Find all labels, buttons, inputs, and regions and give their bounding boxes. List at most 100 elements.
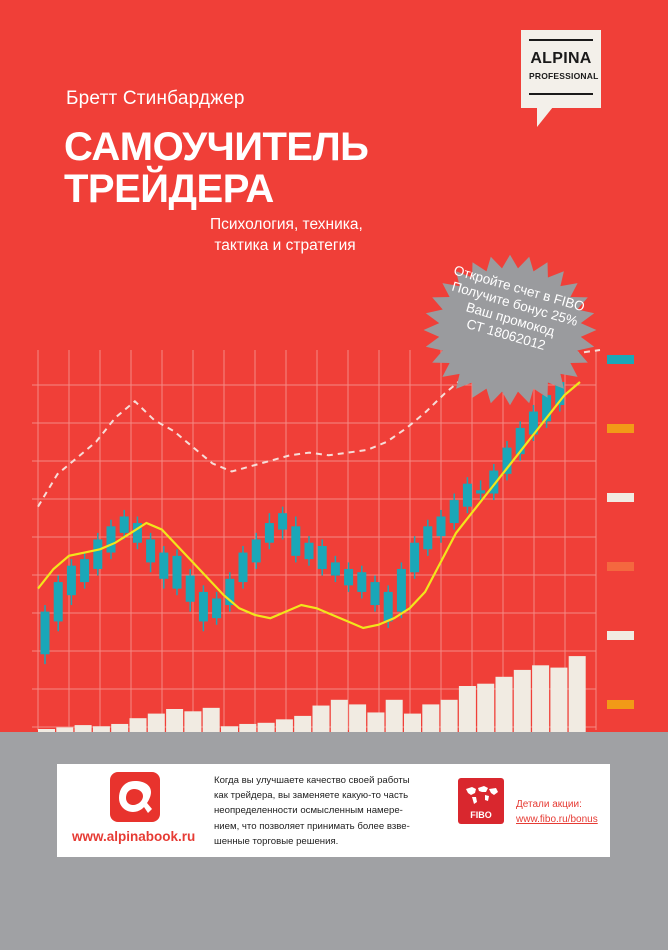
volume-bar bbox=[458, 686, 476, 732]
volume-bar bbox=[184, 711, 202, 732]
book-subtitle-line1: Психология, техника, bbox=[210, 216, 363, 233]
candle-body bbox=[370, 582, 380, 606]
volume-bar bbox=[74, 725, 92, 732]
alpina-app-icon bbox=[110, 772, 160, 822]
volume-bars bbox=[38, 656, 586, 732]
candle-body bbox=[53, 582, 63, 622]
candle-body bbox=[489, 470, 499, 494]
volume-bar bbox=[166, 709, 184, 732]
alpina-logo-sub: PROFESSIONAL bbox=[529, 71, 599, 81]
candle-body bbox=[555, 382, 565, 405]
candle-body bbox=[198, 591, 208, 622]
volume-bar bbox=[404, 713, 421, 732]
stock-chart-illustration bbox=[32, 349, 634, 732]
candle-body bbox=[212, 598, 222, 619]
starburst-shape bbox=[423, 254, 597, 406]
candle-body bbox=[344, 568, 354, 586]
candle-body bbox=[291, 526, 301, 556]
promo-details-link[interactable]: www.fibo.ru/bonus bbox=[516, 814, 598, 825]
side-marker bbox=[607, 493, 634, 502]
candle-body bbox=[317, 546, 327, 569]
info-text-line: неопределенности осмысленным намере- bbox=[214, 805, 403, 817]
alpina-professional-logo: ALPINA PROFESSIONAL bbox=[521, 30, 601, 108]
candle-body bbox=[225, 578, 235, 606]
candle-body bbox=[515, 427, 525, 455]
volume-bar bbox=[38, 729, 55, 732]
candle-body bbox=[146, 539, 156, 563]
fibo-label: FIBO bbox=[470, 810, 492, 820]
fibo-logo bbox=[458, 778, 504, 824]
info-text-line: Когда вы улучшаете качество своей работы bbox=[214, 775, 410, 786]
candle-body bbox=[502, 447, 512, 474]
book-title-line2: ТРЕЙДЕРА bbox=[64, 167, 274, 211]
info-strip-text: Когда вы улучшаете качество своей работы… bbox=[214, 773, 464, 849]
candle-body bbox=[106, 526, 116, 553]
side-markers bbox=[607, 355, 634, 709]
candle-body bbox=[436, 516, 446, 537]
candle-body bbox=[80, 559, 90, 583]
candle-body bbox=[40, 611, 50, 655]
candle-body bbox=[93, 539, 103, 569]
candle-body bbox=[383, 591, 393, 622]
volume-bar bbox=[129, 718, 147, 732]
volume-bar bbox=[440, 699, 458, 732]
volume-bar bbox=[550, 667, 568, 732]
side-marker bbox=[607, 631, 634, 640]
candle-body bbox=[423, 526, 433, 550]
candle-body bbox=[132, 523, 142, 543]
dashed-trend-line bbox=[37, 349, 601, 508]
volume-bar bbox=[568, 656, 586, 732]
book-title: САМОУЧИТЕЛЬ ТРЕЙДЕРА bbox=[64, 125, 369, 211]
candle-body bbox=[238, 552, 248, 583]
volume-bar bbox=[513, 669, 531, 732]
side-marker bbox=[607, 562, 634, 571]
candle-body bbox=[159, 552, 169, 579]
book-subtitle: Психология, техника, тактика и стратегия bbox=[210, 214, 363, 256]
book-cover: Бретт Стинбарджер САМОУЧИТЕЛЬ ТРЕЙДЕРА П… bbox=[0, 0, 668, 732]
book-author: Бретт Стинбарджер bbox=[66, 88, 245, 109]
side-marker bbox=[607, 700, 634, 709]
alpina-logo-brand: ALPINA bbox=[530, 50, 592, 67]
volume-bar bbox=[385, 699, 403, 732]
book-subtitle-line2: тактика и стратегия bbox=[214, 237, 356, 254]
promo-starburst bbox=[423, 254, 597, 406]
candle-body bbox=[119, 516, 129, 533]
candle-body bbox=[264, 523, 274, 543]
candle-body bbox=[66, 565, 76, 596]
candle-body bbox=[542, 395, 552, 422]
volume-bar bbox=[330, 699, 348, 732]
logo-speech-tail bbox=[537, 107, 553, 127]
volume-bar bbox=[56, 727, 74, 732]
volume-bar bbox=[294, 715, 312, 732]
volume-bar bbox=[111, 723, 129, 732]
volume-bar bbox=[495, 676, 513, 732]
candlesticks bbox=[40, 375, 565, 665]
info-text-line: шенные торговые решения. bbox=[214, 835, 339, 847]
promo-details-label: Детали акции: bbox=[516, 799, 582, 810]
candle-body bbox=[185, 575, 195, 602]
info-text-line: как трейдера, вы заменяете какую-то част… bbox=[214, 790, 409, 802]
candle-body bbox=[304, 542, 314, 560]
volume-bar bbox=[422, 704, 440, 732]
promo-details: Детали акции: www.fibo.ru/bonus bbox=[516, 797, 598, 827]
book-title-line1: САМОУЧИТЕЛЬ bbox=[64, 125, 369, 169]
candle-body bbox=[476, 490, 486, 494]
candle-body bbox=[449, 500, 459, 524]
candle-body bbox=[462, 483, 472, 507]
info-text-line: нием, что позволяет принимать более взве… bbox=[214, 820, 410, 832]
alpinabook-site-link[interactable]: www.alpinabook.ru bbox=[72, 829, 196, 844]
volume-bar bbox=[202, 707, 220, 732]
candle-body bbox=[396, 568, 406, 612]
volume-bar bbox=[239, 723, 257, 732]
volume-bar bbox=[275, 719, 293, 732]
volume-bar bbox=[221, 726, 238, 732]
yellow-moving-average-line bbox=[37, 381, 581, 630]
candle-body bbox=[278, 513, 288, 530]
candle-body bbox=[330, 562, 340, 576]
volume-bar bbox=[367, 712, 385, 732]
candle-body bbox=[251, 539, 261, 563]
candle-body bbox=[172, 555, 182, 589]
candle-body bbox=[410, 542, 420, 573]
volume-bar bbox=[349, 704, 367, 732]
volume-bar bbox=[312, 705, 330, 732]
